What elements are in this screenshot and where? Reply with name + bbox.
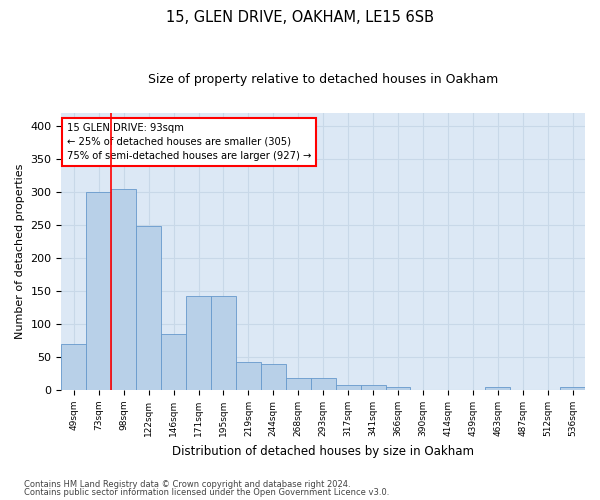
Bar bbox=[560, 387, 585, 390]
Bar bbox=[211, 296, 236, 390]
Text: Contains HM Land Registry data © Crown copyright and database right 2024.: Contains HM Land Registry data © Crown c… bbox=[24, 480, 350, 489]
Bar bbox=[335, 385, 361, 390]
Bar bbox=[286, 378, 311, 390]
Bar bbox=[261, 364, 286, 390]
Text: 15 GLEN DRIVE: 93sqm
← 25% of detached houses are smaller (305)
75% of semi-deta: 15 GLEN DRIVE: 93sqm ← 25% of detached h… bbox=[67, 123, 311, 161]
Bar bbox=[236, 362, 261, 390]
Bar bbox=[311, 378, 335, 390]
Bar bbox=[86, 192, 111, 390]
Bar bbox=[485, 387, 510, 390]
Bar bbox=[161, 334, 186, 390]
Text: 15, GLEN DRIVE, OAKHAM, LE15 6SB: 15, GLEN DRIVE, OAKHAM, LE15 6SB bbox=[166, 10, 434, 25]
Text: Contains public sector information licensed under the Open Government Licence v3: Contains public sector information licen… bbox=[24, 488, 389, 497]
Y-axis label: Number of detached properties: Number of detached properties bbox=[15, 164, 25, 339]
Bar bbox=[361, 385, 386, 390]
Bar bbox=[61, 344, 86, 390]
Title: Size of property relative to detached houses in Oakham: Size of property relative to detached ho… bbox=[148, 72, 499, 86]
X-axis label: Distribution of detached houses by size in Oakham: Distribution of detached houses by size … bbox=[172, 444, 474, 458]
Bar bbox=[186, 296, 211, 390]
Bar bbox=[386, 387, 410, 390]
Bar bbox=[136, 226, 161, 390]
Bar bbox=[111, 189, 136, 390]
